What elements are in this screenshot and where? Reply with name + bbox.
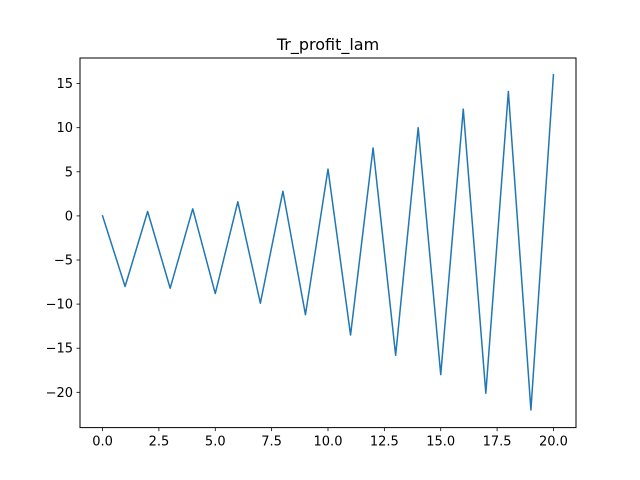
y-tick-label: −20 <box>46 386 73 401</box>
y-axis: −20 −15 −10 −5 0 5 10 15 <box>46 77 80 401</box>
x-tick-label: 0.0 <box>92 435 113 450</box>
y-tick-label: −10 <box>46 298 73 313</box>
x-tick-label: 5.0 <box>205 435 226 450</box>
x-tick-label: 10.0 <box>314 435 343 450</box>
y-tick-label: 5 <box>65 165 73 180</box>
y-tick-label: −5 <box>54 254 73 269</box>
x-tick-label: 2.5 <box>149 435 170 450</box>
y-tick-label: −15 <box>46 342 73 357</box>
x-tick-label: 12.5 <box>370 435 399 450</box>
y-tick-label: 0 <box>65 209 73 224</box>
series-line-0 <box>101 73 555 411</box>
x-tick-label: 17.5 <box>483 435 512 450</box>
x-tick-label: 15.0 <box>426 435 455 450</box>
plot-area <box>101 73 555 411</box>
x-tick-label: 20.0 <box>539 435 568 450</box>
chart-title: Tr_profit_lam <box>276 35 379 55</box>
y-tick-label: 10 <box>56 121 73 136</box>
x-axis: 0.0 2.5 5.0 7.5 10.0 12.5 15.0 17.5 20.0 <box>92 427 568 450</box>
x-tick-label: 7.5 <box>261 435 282 450</box>
y-tick-label: 15 <box>56 77 73 92</box>
